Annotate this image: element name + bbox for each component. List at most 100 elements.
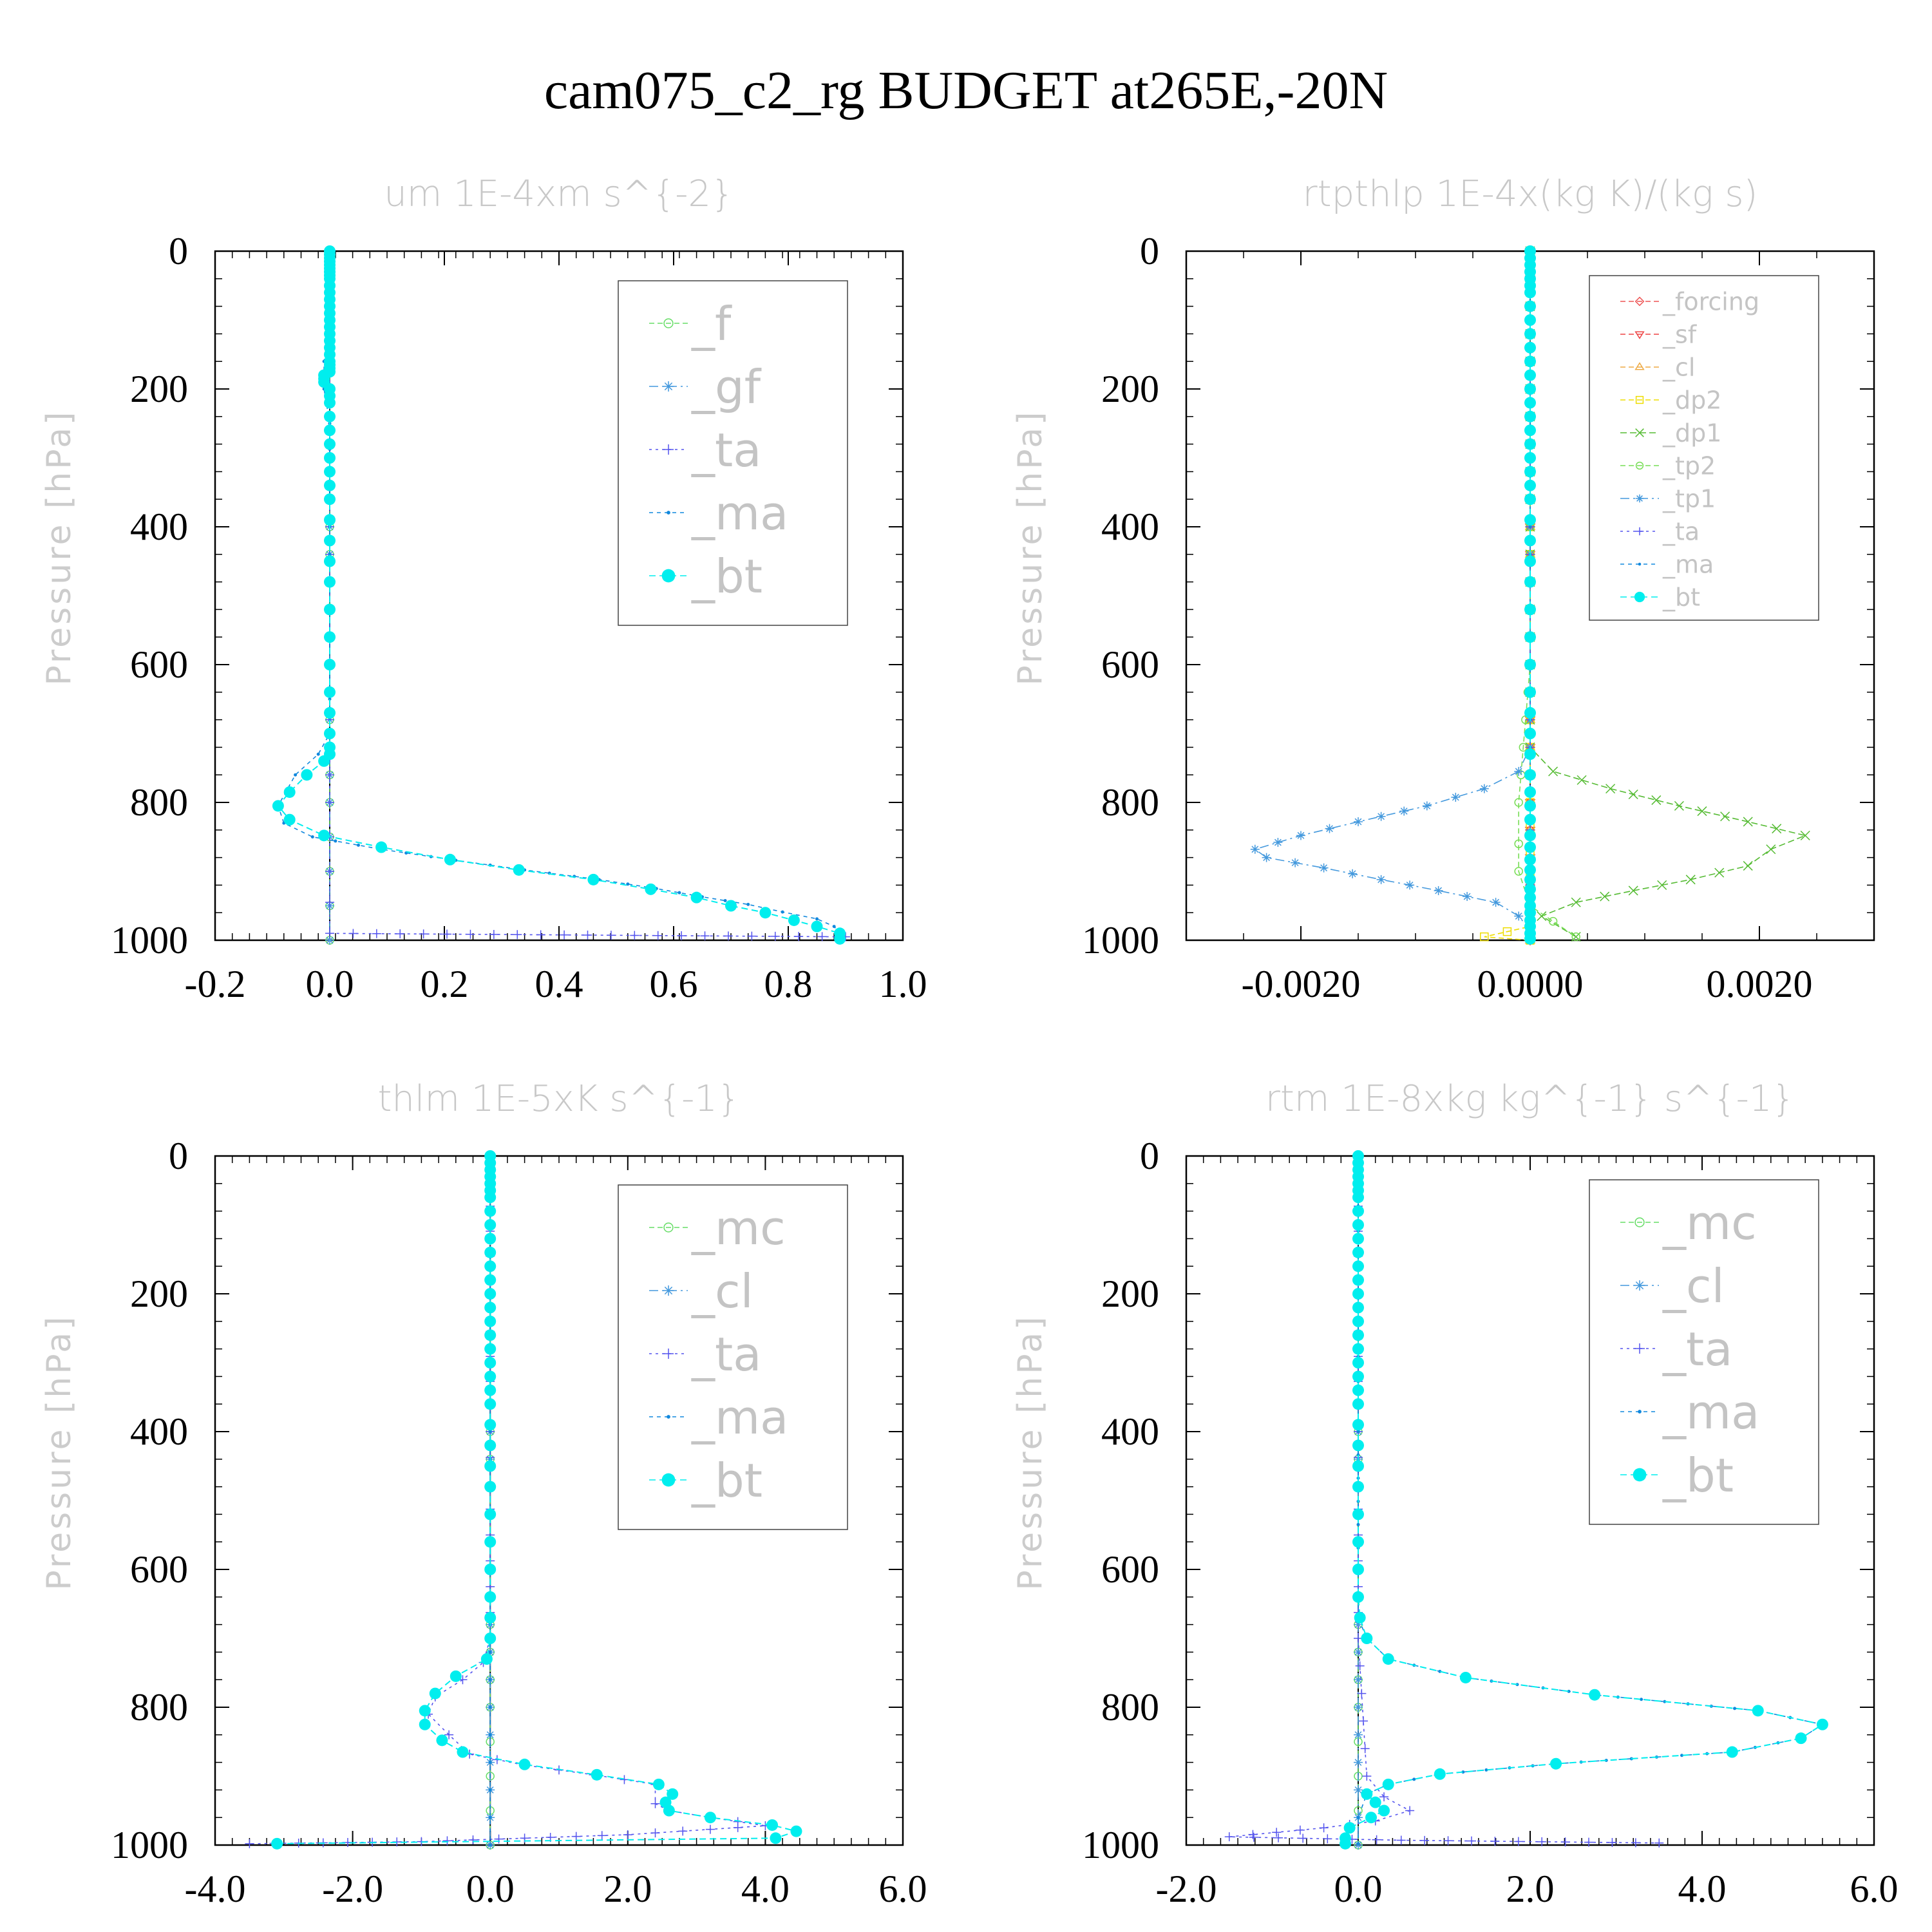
series-bt-point-14: [1524, 397, 1536, 409]
series-ma-point-20: [488, 1705, 492, 1709]
series-ma-point-25: [488, 1843, 492, 1847]
series-bt-point-29: [324, 397, 336, 409]
series-ma-point-21: [488, 1733, 492, 1737]
x-tick-label: -0.0020: [1242, 963, 1361, 1005]
series-bt-point-48: [770, 1832, 782, 1844]
series-line: [277, 1156, 799, 1844]
series-bt-point-30: [1524, 706, 1536, 719]
series-bt-point-56: [444, 853, 456, 866]
series-ma-point-32: [1663, 1700, 1667, 1703]
series-ta-point-35: [583, 930, 592, 940]
y-tick-label: 800: [130, 1686, 188, 1728]
series-dp1-point-24: [1674, 800, 1684, 811]
legend-label: _mc: [691, 1201, 786, 1255]
legend-marker-ma-point-3: [667, 511, 670, 515]
series-bt-point-33: [324, 452, 336, 464]
series-ta-point-41: [1420, 1835, 1430, 1845]
series-ta-point-56: [245, 1839, 254, 1848]
series-bt-point-6: [1524, 287, 1536, 299]
series-bt-point-21: [484, 1398, 497, 1410]
series-ta-point-45: [1513, 1837, 1523, 1846]
series-bt-point-42: [1524, 883, 1536, 895]
series-tp2-point-21: [1514, 839, 1523, 848]
series-bt-point-30: [1354, 1611, 1366, 1624]
y-tick-label: 800: [1101, 781, 1159, 824]
series-cl-point-23: [1354, 1785, 1363, 1795]
series-bt-point-33: [450, 1670, 462, 1682]
x-tick-label: -0.2: [185, 963, 246, 1005]
series-bt-point-35: [1752, 1705, 1764, 1717]
series-bt-point-60: [690, 891, 703, 904]
legend-label: _ma: [691, 1390, 788, 1444]
y-axis-label: Pressure [hPa]: [1011, 410, 1050, 686]
series-bt-point-35: [419, 1705, 431, 1717]
series-cl-point-18: [1354, 1647, 1363, 1657]
series-bt-point-18: [484, 1357, 497, 1368]
series-bt-point-24: [1352, 1460, 1364, 1472]
series-bt-point-38: [457, 1746, 469, 1758]
panel-1: um 1E-4xm s^{-2} Pressure [hPa] 0 200 400 600…: [40, 173, 927, 1005]
series-ta-point-37: [1323, 1834, 1332, 1844]
series-bt-point-39: [324, 555, 336, 567]
series-bt-point-19: [484, 1370, 497, 1383]
series-bt-point-42: [324, 631, 336, 643]
figure-title: cam075_c2_rg BUDGET at265E,-20N: [544, 61, 1388, 120]
legend: _forcing _sf _cl _dp2 _dp1 _tp2 _tp1 _ta _ma _bt: [1589, 275, 1819, 621]
y-tick-label: 0: [1140, 230, 1159, 272]
legend-label: _bt: [691, 549, 762, 603]
series-tp1-point-30: [1262, 853, 1271, 862]
legend-label: _bt: [1662, 1448, 1734, 1502]
legend-marker-cl-point-1: [1634, 1280, 1645, 1291]
series-bt-point-38: [1726, 1746, 1738, 1758]
series-ta-point-24: [1362, 1772, 1372, 1781]
series-bt-point-8: [1352, 1219, 1364, 1231]
series-ta-point-43: [1466, 1836, 1476, 1846]
x-tick-label: 0.4: [535, 963, 583, 1005]
series-bt-point-9: [1352, 1233, 1364, 1245]
series-ta-point-42: [1443, 1836, 1453, 1846]
series-ma-point-35: [1733, 1707, 1737, 1710]
series-ta-point-39: [678, 1826, 688, 1836]
series-ta-point-29: [442, 929, 452, 939]
y-axis-label: Pressure [hPa]: [40, 1314, 79, 1591]
series-bt-point-37: [324, 514, 336, 526]
y-tick-label: 600: [130, 1548, 188, 1591]
series-ma-point-19: [488, 1678, 492, 1681]
series-bt-point-41: [652, 1778, 665, 1790]
series-ta-point-24: [325, 929, 334, 938]
series-dp1-point-37: [1571, 897, 1581, 907]
series-bt-point-58: [587, 873, 600, 886]
series-bt-point-14: [484, 1302, 497, 1314]
series-bt-point-55: [375, 841, 388, 853]
series-bt-point-37: [1524, 829, 1536, 842]
legend-marker-ta-point-2: [663, 444, 674, 455]
series-bt-point-23: [484, 1439, 497, 1452]
series-bt-point-22: [1352, 1419, 1364, 1431]
series-dp1-point-29: [1800, 830, 1810, 840]
series-bt-point-49: [271, 1837, 283, 1850]
y-tick-label: 0: [169, 1135, 188, 1177]
series-ta-point-49: [1607, 1838, 1617, 1848]
series-tp2-point-24: [1548, 916, 1558, 926]
series-dp2-point-27: [1480, 932, 1489, 942]
series-bt-point-32: [1382, 1653, 1394, 1665]
series-bt-point-34: [324, 466, 336, 478]
series-ta-point-34: [1249, 1832, 1258, 1842]
series-bt: [1524, 245, 1536, 945]
series-bt-point-45: [1365, 1812, 1378, 1824]
x-tick-label: 0.0: [306, 963, 354, 1005]
series-bt-point-30: [324, 410, 336, 422]
legend: _f _gf _ta _ma _bt: [618, 280, 848, 626]
series-dp1-point-38: [1537, 911, 1547, 922]
series-ma-point-23: [357, 843, 360, 847]
series-bt-point-33: [1459, 1671, 1472, 1683]
legend-marker-ta-point-7: [1635, 527, 1644, 536]
series-tp1-point-19: [1514, 766, 1524, 776]
series-bt-point-24: [1524, 555, 1536, 567]
legend-label: _bt: [1662, 583, 1700, 612]
series-cl-point-19: [1354, 1675, 1363, 1685]
series-dp1-point-35: [1628, 886, 1638, 896]
series-bt-point-25: [1352, 1481, 1364, 1493]
series-ma-point-10: [328, 553, 332, 556]
series-bt-point-21: [1524, 493, 1536, 506]
